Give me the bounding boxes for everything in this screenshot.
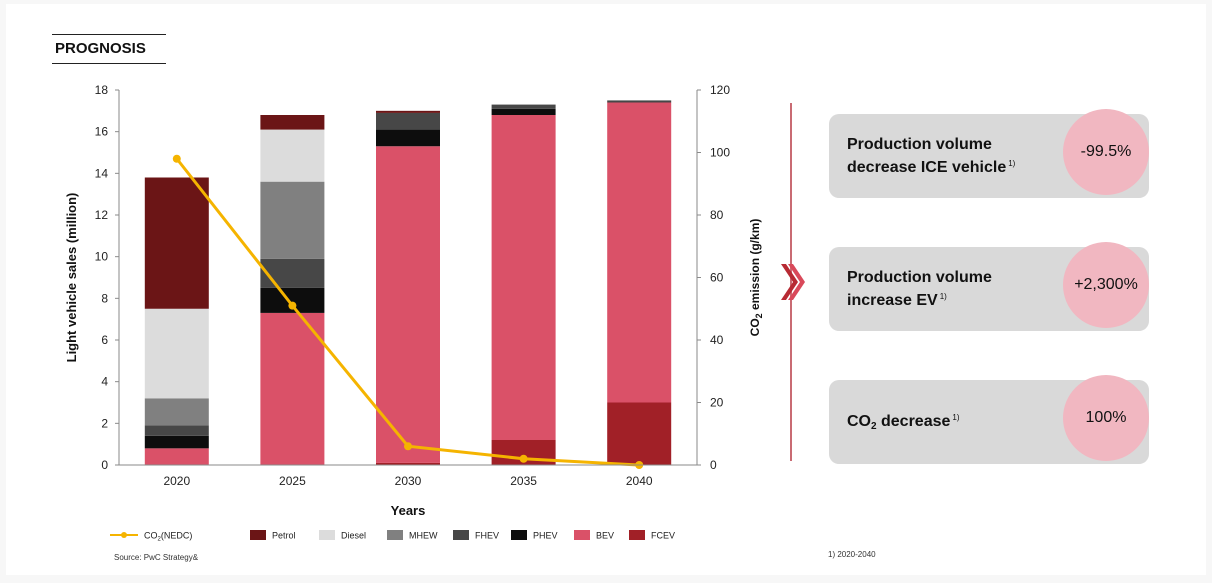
- y2-tick-label: 20: [710, 396, 724, 410]
- bars-group: [144, 100, 672, 465]
- y-tick-label: 2: [101, 416, 108, 430]
- bar-segment-fhev-2020: [144, 425, 209, 436]
- title-rule-top: [52, 34, 166, 35]
- bar-segment-phev-2035: [491, 108, 556, 115]
- co2-point-2035: [519, 454, 528, 463]
- x-axis-label: Years: [391, 503, 426, 518]
- legend-label-fcev: FCEV: [651, 531, 675, 541]
- y-tick-label: 16: [95, 125, 109, 139]
- bar-segment-diesel-2025: [260, 129, 325, 182]
- y-tick-label: 8: [101, 291, 108, 305]
- footnote-marker: 1): [939, 292, 947, 301]
- legend-swatch-fhev: [453, 530, 469, 540]
- bar-segment-fhev-2035: [491, 104, 556, 109]
- co2-line-group: [172, 154, 644, 469]
- bar-segment-bev-2020: [144, 448, 209, 465]
- bar-segment-bev-2030: [376, 146, 440, 463]
- card-label: CO2 decrease 1): [847, 413, 960, 432]
- bar-segment-petrol-2025: [260, 115, 325, 130]
- y2-axis-label: CO2 emission (g/km): [748, 219, 764, 337]
- source-note: Source: PwC Strategy&: [114, 553, 199, 562]
- legend-swatch-fcev: [629, 530, 645, 540]
- x-tick-label: 2040: [626, 474, 653, 488]
- legend-group: CO2(NEDC) Petrol Diesel MHEW FHEV PHEV BEV FCEV: [110, 530, 675, 543]
- footnote: 1) 2020-2040: [828, 550, 876, 559]
- bar-segment-fcev-2030: [376, 462, 440, 465]
- card-label: Production volume decrease ICE vehicle 1): [847, 136, 1016, 176]
- footnote-marker: 1): [1008, 159, 1016, 168]
- y-tick-label: 0: [101, 458, 108, 472]
- bar-segment-mhew-2020: [144, 398, 209, 426]
- bar-segment-phev-2030: [376, 129, 440, 147]
- bar-segment-diesel-2020: [144, 308, 209, 399]
- y2-tick-label: 0: [710, 458, 717, 472]
- legend-label-co2: CO2(NEDC): [144, 531, 192, 543]
- card-ev-increase: Production volume increase EV 1) +2,300%: [829, 242, 1149, 331]
- legend-swatch-petrol: [250, 530, 266, 540]
- bar-segment-bev-2040: [607, 102, 672, 403]
- slide: PROGNOSIS 0 2 4 6 8 10 12 14 16 18 0 20 40 60 80 100 120…: [6, 4, 1206, 575]
- y-tick-label: 14: [95, 166, 109, 180]
- legend-label-diesel: Diesel: [341, 531, 366, 541]
- legend-swatch-diesel: [319, 530, 335, 540]
- bar-segment-phev-2020: [144, 435, 209, 449]
- bar-segment-petrol-2030: [376, 110, 440, 113]
- bar-segment-bev-2025: [260, 312, 325, 465]
- bar-segment-mhew-2025: [260, 181, 325, 259]
- y2-tick-label: 60: [710, 271, 724, 285]
- chevron-right-icon: [781, 264, 805, 300]
- value-circle: 100%: [1063, 375, 1149, 461]
- x-tick-label: 2025: [279, 474, 306, 488]
- y-tick-label: 10: [95, 250, 109, 264]
- card-co2-decrease: CO2 decrease 1) 100%: [829, 375, 1149, 464]
- y-tick-label: 6: [101, 333, 108, 347]
- legend-label-fhev: FHEV: [475, 531, 499, 541]
- bar-segment-fhev-2025: [260, 258, 325, 288]
- value-circle: +2,300%: [1063, 242, 1149, 328]
- footnote-marker: 1): [952, 413, 960, 422]
- bar-segment-fhev-2040: [607, 100, 672, 103]
- card-ice-decrease: Production volume decrease ICE vehicle 1) …: [829, 109, 1149, 198]
- y2-tick-label: 40: [710, 333, 724, 347]
- y-tick-label: 12: [95, 208, 109, 222]
- y-tick-label: 18: [95, 83, 109, 97]
- legend-marker-co2: [121, 532, 127, 538]
- legend-label-petrol: Petrol: [272, 531, 296, 541]
- bar-segment-fcev-2040: [607, 402, 672, 465]
- legend-label-phev: PHEV: [533, 531, 558, 541]
- title-rule-bottom: [52, 63, 166, 64]
- divider-line: [790, 103, 792, 461]
- co2-point-2020: [172, 154, 181, 163]
- page-title: PROGNOSIS: [55, 40, 146, 57]
- legend-swatch-bev: [574, 530, 590, 540]
- y2-tick-label: 120: [710, 83, 730, 97]
- legend-label-mhew: MHEW: [409, 531, 438, 541]
- legend-label-bev: BEV: [596, 531, 614, 541]
- bar-segment-fhev-2030: [376, 112, 440, 130]
- x-tick-label: 2030: [395, 474, 422, 488]
- legend-swatch-phev: [511, 530, 527, 540]
- x-tick-label: 2035: [510, 474, 537, 488]
- y2-tick-label: 100: [710, 146, 730, 160]
- y2-tick-label: 80: [710, 208, 724, 222]
- x-tick-label: 2020: [163, 474, 190, 488]
- bar-segment-petrol-2020: [144, 177, 209, 309]
- y-tick-label: 4: [101, 375, 108, 389]
- value-circle: -99.5%: [1063, 109, 1149, 195]
- co2-point-2030: [404, 442, 412, 451]
- co2-point-2025: [288, 301, 297, 310]
- y-axis-label: Light vehicle sales (million): [64, 193, 79, 363]
- card-label: Production volume increase EV 1): [847, 269, 992, 309]
- bar-segment-bev-2035: [491, 115, 556, 440]
- legend-swatch-mhew: [387, 530, 403, 540]
